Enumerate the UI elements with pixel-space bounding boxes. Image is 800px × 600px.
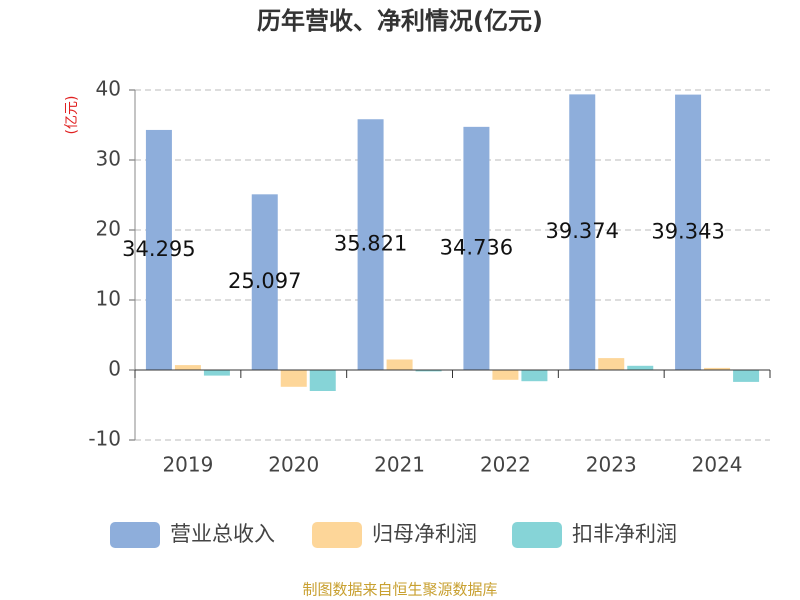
legend-swatch	[110, 522, 160, 548]
bar	[386, 359, 413, 370]
bar	[280, 370, 307, 387]
bar	[203, 370, 230, 376]
bar	[569, 94, 596, 370]
bar	[598, 358, 625, 370]
bar	[704, 367, 731, 370]
data-label: 35.821	[334, 232, 407, 256]
bar	[627, 365, 654, 370]
bar	[251, 194, 278, 370]
source: 制图数据来自恒生聚源数据库	[302, 581, 497, 599]
y-tick-label: 40	[96, 77, 121, 101]
y-axis-label: (亿元)	[64, 96, 80, 135]
y-tick-label: 30	[96, 147, 121, 171]
bar	[733, 370, 760, 382]
y-tick-label: 0	[108, 357, 121, 381]
bar	[357, 119, 384, 371]
x-tick-label: 2024	[692, 453, 743, 477]
y-tick-label: 20	[96, 217, 121, 241]
data-label: 39.374	[546, 219, 619, 243]
bar	[492, 370, 519, 380]
legend-swatch	[312, 522, 362, 548]
y-tick-label: 10	[96, 287, 121, 311]
bar	[675, 94, 702, 370]
bar	[463, 126, 490, 371]
data-label: 34.736	[440, 235, 513, 259]
legend-label: 扣非净利润	[572, 522, 677, 546]
legend-label: 归母净利润	[372, 522, 477, 546]
data-label: 34.295	[122, 237, 195, 261]
bar	[145, 129, 172, 370]
bar	[521, 370, 548, 382]
bar	[415, 370, 442, 372]
x-tick-label: 2022	[480, 453, 531, 477]
legend-swatch	[512, 522, 562, 548]
bar	[174, 365, 201, 370]
x-tick-label: 2020	[268, 453, 319, 477]
x-tick-label: 2021	[374, 453, 425, 477]
x-tick-label: 2023	[586, 453, 637, 477]
x-tick-label: 2019	[162, 453, 213, 477]
legend-label: 营业总收入	[170, 522, 275, 546]
data-label: 25.097	[228, 269, 301, 293]
bar	[309, 370, 336, 391]
chart-title: 历年营收、净利情况(亿元)	[257, 7, 543, 35]
y-tick-label: -10	[88, 427, 121, 451]
data-label: 39.343	[651, 219, 724, 243]
